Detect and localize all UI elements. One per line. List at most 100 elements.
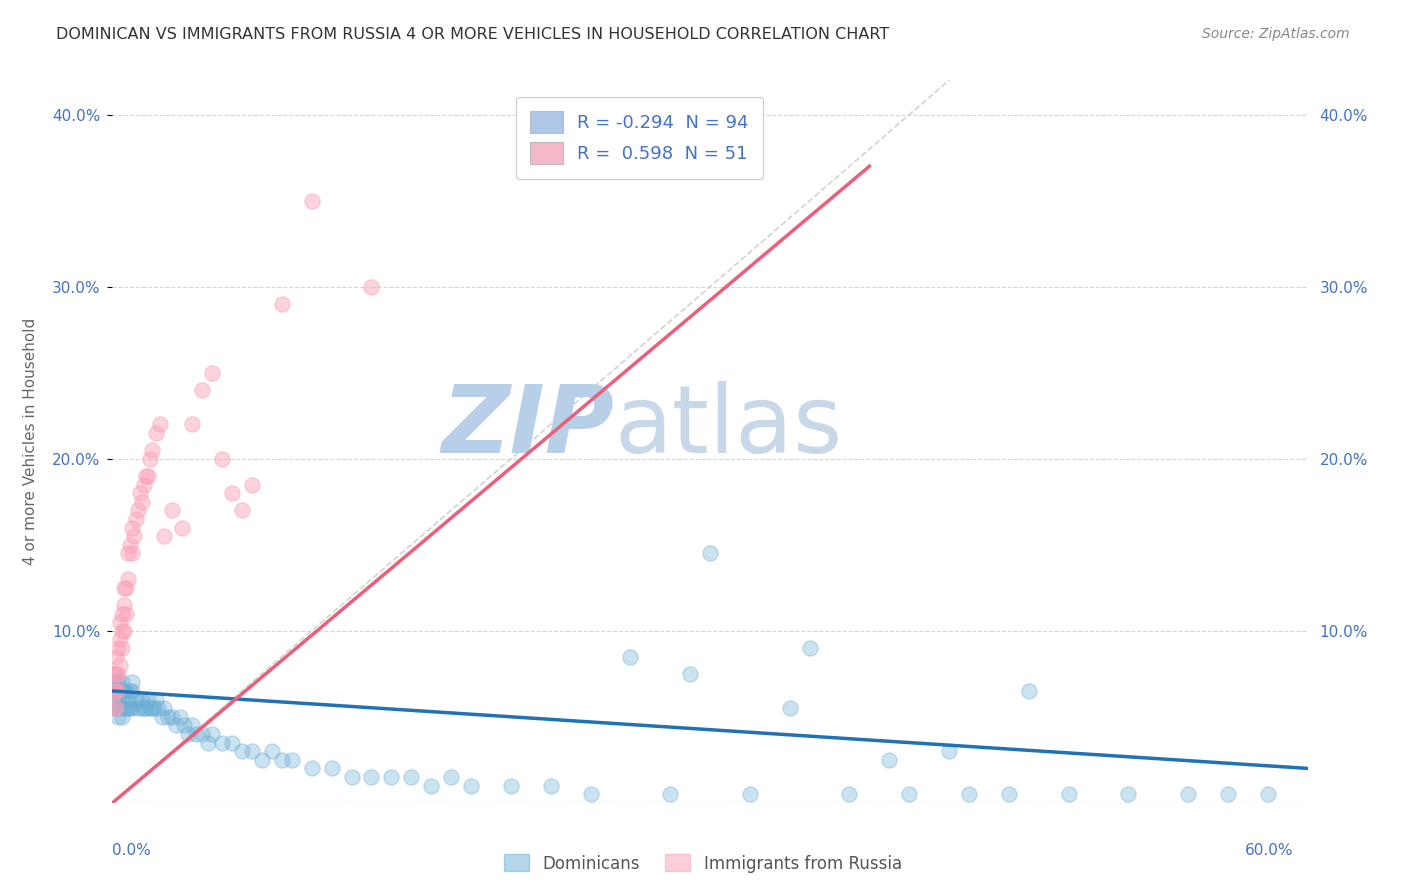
- Point: [110, 615, 132, 630]
- Point: [114, 701, 135, 715]
- Point: [105, 684, 128, 698]
- Point: [131, 494, 153, 508]
- Point: [115, 607, 138, 621]
- Point: [111, 684, 134, 698]
- Point: [153, 529, 176, 543]
- Point: [124, 529, 146, 543]
- Point: [121, 701, 143, 715]
- Text: DOMINICAN VS IMMIGRANTS FROM RUSSIA 4 OR MORE VEHICLES IN HOUSEHOLD CORRELATION : DOMINICAN VS IMMIGRANTS FROM RUSSIA 4 OR…: [56, 27, 890, 42]
- Point: [221, 735, 243, 749]
- Point: [1177, 787, 1199, 801]
- Point: [138, 469, 160, 483]
- Point: [105, 701, 128, 715]
- Point: [125, 512, 148, 526]
- Point: [201, 727, 224, 741]
- Point: [103, 684, 125, 698]
- Text: atlas: atlas: [614, 381, 842, 473]
- Point: [121, 684, 143, 698]
- Point: [103, 666, 125, 681]
- Point: [114, 624, 135, 638]
- Point: [1057, 787, 1080, 801]
- Point: [103, 692, 125, 706]
- Y-axis label: 4 or more Vehicles in Household: 4 or more Vehicles in Household: [24, 318, 38, 566]
- Point: [129, 486, 152, 500]
- Point: [145, 692, 167, 706]
- Point: [165, 718, 187, 732]
- Point: [129, 692, 152, 706]
- Point: [127, 701, 149, 715]
- Point: [211, 735, 233, 749]
- Point: [134, 477, 156, 491]
- Point: [120, 701, 142, 715]
- Point: [110, 632, 132, 647]
- Point: [105, 675, 128, 690]
- Point: [120, 538, 142, 552]
- Point: [659, 787, 682, 801]
- Point: [191, 727, 214, 741]
- Point: [110, 658, 132, 673]
- Text: Source: ZipAtlas.com: Source: ZipAtlas.com: [1202, 27, 1350, 41]
- Point: [141, 443, 163, 458]
- Point: [998, 787, 1021, 801]
- Point: [107, 666, 129, 681]
- Point: [181, 417, 204, 432]
- Point: [321, 761, 343, 775]
- Point: [117, 692, 139, 706]
- Point: [139, 451, 162, 466]
- Point: [260, 744, 283, 758]
- Point: [103, 675, 125, 690]
- Point: [957, 787, 980, 801]
- Point: [114, 581, 135, 595]
- Point: [107, 640, 129, 655]
- Point: [360, 279, 382, 293]
- Point: [231, 744, 253, 758]
- Point: [149, 417, 172, 432]
- Point: [401, 770, 423, 784]
- Point: [121, 675, 143, 690]
- Point: [281, 753, 304, 767]
- Point: [162, 710, 183, 724]
- Point: [380, 770, 402, 784]
- Point: [115, 701, 138, 715]
- Point: [111, 607, 134, 621]
- Point: [211, 451, 233, 466]
- Point: [103, 684, 125, 698]
- Point: [738, 787, 761, 801]
- Point: [186, 727, 208, 741]
- Point: [250, 753, 273, 767]
- Point: [579, 787, 602, 801]
- Point: [145, 425, 167, 440]
- Point: [201, 366, 224, 380]
- Point: [121, 546, 143, 560]
- Point: [460, 779, 482, 793]
- Point: [125, 692, 148, 706]
- Point: [107, 684, 129, 698]
- Point: [131, 692, 153, 706]
- Point: [1257, 787, 1279, 801]
- Point: [779, 701, 801, 715]
- Legend: R = -0.294  N = 94, R =  0.598  N = 51: R = -0.294 N = 94, R = 0.598 N = 51: [516, 96, 763, 178]
- Point: [240, 744, 263, 758]
- Point: [440, 770, 463, 784]
- Point: [181, 718, 204, 732]
- Point: [301, 194, 323, 208]
- Point: [191, 383, 214, 397]
- Point: [111, 710, 134, 724]
- Point: [107, 710, 129, 724]
- Point: [127, 503, 149, 517]
- Point: [135, 469, 157, 483]
- Point: [139, 701, 162, 715]
- Point: [134, 701, 156, 715]
- Point: [135, 701, 157, 715]
- Point: [938, 744, 960, 758]
- Point: [699, 546, 721, 560]
- Point: [157, 710, 180, 724]
- Point: [169, 710, 191, 724]
- Point: [107, 692, 129, 706]
- Point: [110, 684, 132, 698]
- Point: [162, 503, 183, 517]
- Point: [117, 546, 139, 560]
- Point: [799, 640, 821, 655]
- Point: [114, 684, 135, 698]
- Point: [105, 701, 128, 715]
